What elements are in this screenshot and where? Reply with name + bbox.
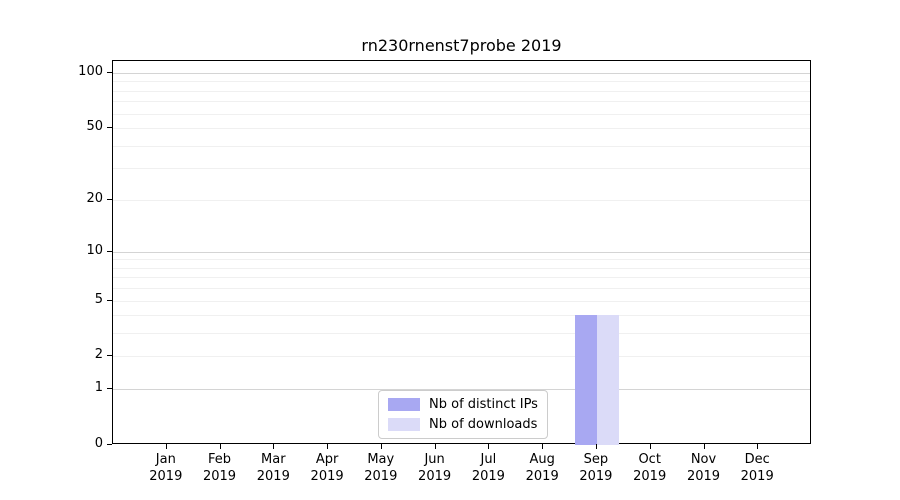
gridline-minor-y60 — [113, 113, 810, 115]
x-axis-tick-label-jun-2019: Jun 2019 — [418, 451, 451, 485]
gridline-minor-y70 — [113, 101, 810, 103]
x-tick-mark-jun-2019 — [434, 444, 436, 449]
x-tick-mark-aug-2019 — [542, 444, 544, 449]
chart-title: rn230rnenst7probe 2019 — [361, 36, 562, 55]
y-axis-tick-label-100: 100 — [78, 63, 103, 79]
x-tick-year: 2019 — [310, 469, 344, 484]
x-tick-month: Mar — [261, 452, 286, 467]
legend-entry-downloads: Nb of downloads — [388, 417, 538, 432]
y-tick-mark-0 — [107, 444, 112, 445]
bar-nb-of-distinct-ips-sep-2019 — [574, 315, 597, 445]
x-axis-tick-label-jan-2019: Jan 2019 — [149, 451, 182, 485]
gridline-minor-y8 — [113, 267, 810, 269]
y-tick-mark-10 — [107, 250, 112, 252]
plot-area — [112, 60, 811, 445]
gridline-minor-y5 — [113, 300, 810, 302]
x-tick-mark-oct-2019 — [649, 444, 651, 449]
x-tick-mark-may-2019 — [380, 444, 382, 449]
x-axis-tick-label-mar-2019: Mar 2019 — [257, 451, 290, 485]
x-tick-year: 2019 — [525, 469, 559, 484]
x-axis-tick-label-aug-2019: Aug 2019 — [526, 451, 559, 485]
legend-label-downloads: Nb of downloads — [429, 417, 538, 432]
legend-swatch-distinct-ips — [388, 398, 420, 411]
gridline-major-y100 — [113, 72, 810, 74]
gridline-minor-y6 — [113, 288, 810, 290]
y-axis-tick-label-0: 0 — [94, 436, 103, 451]
x-tick-month: Sep — [583, 452, 609, 467]
x-tick-mark-jan-2019 — [165, 444, 167, 449]
gridline-major-y10 — [113, 251, 810, 253]
x-tick-mark-feb-2019 — [219, 444, 221, 449]
x-axis-tick-label-feb-2019: Feb 2019 — [203, 451, 236, 485]
y-tick-mark-100 — [107, 71, 112, 73]
x-tick-mark-apr-2019 — [327, 444, 329, 449]
gridline-minor-y50 — [113, 128, 810, 129]
x-tick-year: 2019 — [471, 469, 505, 484]
gridline-minor-y9 — [113, 259, 810, 261]
x-tick-month: Dec — [744, 452, 770, 467]
x-axis-tick-label-jul-2019: Jul 2019 — [472, 451, 505, 485]
y-axis-tick-label-50: 50 — [86, 119, 103, 134]
gridline-minor-y80 — [113, 90, 810, 92]
y-axis-tick-label-1: 1 — [94, 380, 103, 396]
x-axis-tick-label-nov-2019: Nov 2019 — [687, 451, 720, 485]
y-tick-mark-5 — [107, 299, 112, 301]
gridline-major-y1 — [113, 389, 810, 391]
x-tick-year: 2019 — [364, 469, 398, 484]
x-tick-year: 2019 — [256, 469, 290, 484]
x-tick-year: 2019 — [633, 469, 667, 484]
legend: Nb of distinct IPs Nb of downloads — [378, 390, 548, 439]
x-tick-mark-dec-2019 — [757, 444, 759, 449]
gridline-minor-y90 — [113, 81, 810, 83]
legend-label-distinct-ips: Nb of distinct IPs — [429, 397, 538, 412]
x-tick-mark-sep-2019 — [595, 444, 597, 449]
gridline-minor-y40 — [113, 145, 810, 147]
x-axis-tick-label-oct-2019: Oct 2019 — [633, 451, 666, 485]
y-tick-mark-20 — [107, 198, 112, 200]
x-tick-year: 2019 — [686, 469, 721, 484]
y-tick-mark-50 — [107, 127, 112, 128]
x-tick-month: Jun — [424, 452, 445, 467]
y-axis-tick-label-2: 2 — [94, 347, 103, 363]
x-tick-month: Oct — [638, 452, 661, 467]
x-tick-month: May — [367, 452, 395, 467]
x-tick-year: 2019 — [202, 469, 237, 484]
gridline-minor-y3 — [113, 333, 810, 335]
x-tick-mark-jul-2019 — [488, 444, 490, 449]
x-tick-month: Aug — [529, 452, 555, 467]
gridline-minor-y2 — [113, 356, 810, 358]
y-tick-mark-2 — [107, 355, 112, 357]
gridline-minor-y4 — [113, 315, 810, 317]
x-tick-month: Apr — [315, 452, 339, 467]
gridline-minor-y20 — [113, 199, 810, 201]
y-axis-tick-label-10: 10 — [86, 242, 103, 258]
x-axis-tick-label-dec-2019: Dec 2019 — [741, 451, 774, 485]
legend-swatch-downloads — [388, 418, 420, 431]
x-tick-month: Jul — [480, 452, 497, 467]
x-tick-year: 2019 — [579, 469, 613, 484]
y-axis-tick-label-20: 20 — [86, 190, 103, 206]
x-tick-year: 2019 — [740, 469, 774, 484]
y-axis-tick-label-5: 5 — [94, 291, 103, 307]
x-axis-tick-label-sep-2019: Sep 2019 — [579, 451, 612, 485]
y-tick-mark-1 — [107, 388, 112, 390]
x-tick-year: 2019 — [149, 469, 183, 484]
gridline-minor-y7 — [113, 277, 810, 279]
x-axis-tick-label-may-2019: May 2019 — [364, 451, 397, 485]
x-tick-mark-mar-2019 — [273, 444, 275, 449]
x-tick-year: 2019 — [418, 469, 452, 484]
x-tick-mark-nov-2019 — [703, 444, 705, 449]
x-axis-tick-label-apr-2019: Apr 2019 — [311, 451, 344, 485]
x-tick-month: Nov — [690, 452, 717, 467]
x-tick-month: Feb — [207, 452, 232, 467]
legend-entry-distinct-ips: Nb of distinct IPs — [388, 397, 538, 412]
bar-nb-of-downloads-sep-2019 — [596, 315, 619, 445]
gridline-minor-y30 — [113, 168, 810, 170]
x-tick-month: Jan — [155, 452, 176, 467]
